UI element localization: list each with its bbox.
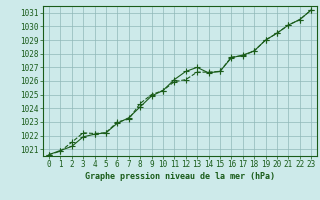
X-axis label: Graphe pression niveau de la mer (hPa): Graphe pression niveau de la mer (hPa) [85,172,275,181]
